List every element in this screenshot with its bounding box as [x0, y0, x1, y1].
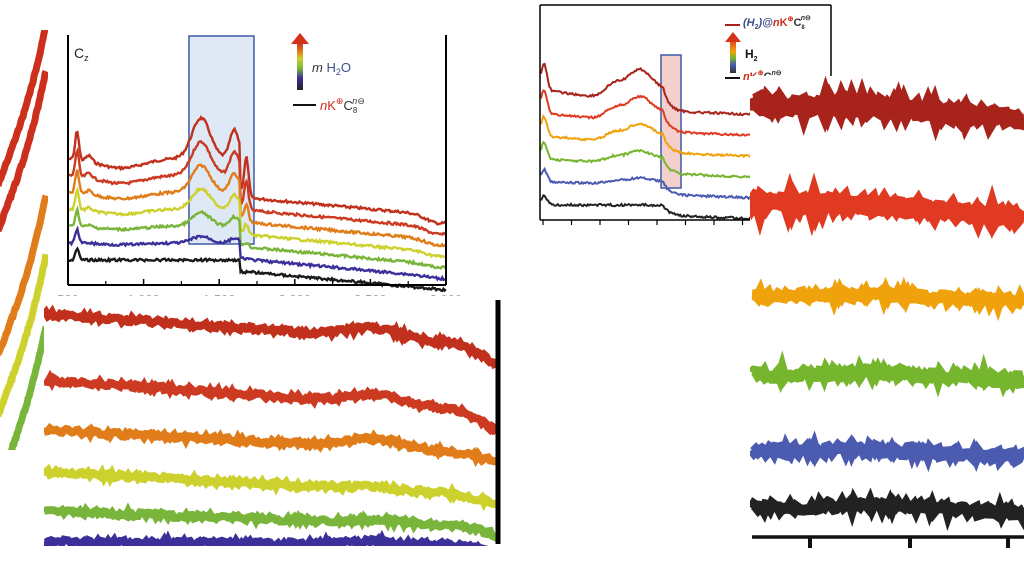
series-line-1: [750, 172, 1024, 239]
chart-zoom-bottom: [44, 296, 504, 546]
legend-hydrogen-label: H2: [745, 47, 758, 63]
series-line-0: [44, 304, 500, 370]
series-line-4: [750, 430, 1024, 473]
series-line-0: [750, 76, 1024, 142]
series-line-3: [0, 253, 48, 418]
series-line-4: [540, 166, 753, 201]
series-line-4: [68, 205, 447, 270]
series-line-3: [44, 463, 497, 512]
series-line-2: [751, 276, 1024, 322]
series-line-5: [540, 194, 753, 221]
series-line-0: [540, 62, 753, 117]
series-line-4: [44, 502, 500, 542]
series-line-3: [68, 186, 447, 259]
series-line-1: [540, 89, 753, 138]
series-line-2: [68, 163, 447, 248]
series-line-4: [7, 325, 48, 450]
series-line-1: [68, 140, 447, 237]
chart-zoom-right: [750, 76, 1024, 576]
legend-water-label: m H2O: [312, 60, 351, 77]
legend-baseline-label: nK⊕C8n⊖: [320, 96, 365, 115]
series-line-5: [750, 487, 1024, 532]
series-line-3: [750, 350, 1024, 398]
chart-zoom-left: [0, 30, 48, 450]
water-arrow-icon: [291, 33, 309, 90]
series-line-2: [44, 422, 497, 468]
series-line-0: [0, 30, 48, 187]
series-line-0: [68, 115, 447, 226]
legend-top-label: (H2)@nK⊕C8n⊖: [743, 15, 811, 31]
chart-panel-b: (H2)@nK⊕C8n⊖ H2 nK⊕Cn⊖: [539, 4, 832, 225]
panel-label: Cz: [74, 45, 89, 63]
series-line-5: [44, 529, 488, 546]
highlight-region: [188, 35, 255, 245]
series-line-3: [540, 140, 753, 179]
highlight-region: [660, 54, 682, 189]
hydrogen-arrow-icon: [725, 32, 741, 73]
series-line-1: [44, 369, 500, 436]
chart-panel-a: 5001,0001,5002,0002,5003,000 Cz m H2O nK…: [50, 33, 460, 305]
series-line-5: [68, 225, 447, 282]
series-line-1: [0, 69, 48, 233]
series-line-2: [0, 194, 48, 356]
series-line-2: [540, 113, 753, 159]
